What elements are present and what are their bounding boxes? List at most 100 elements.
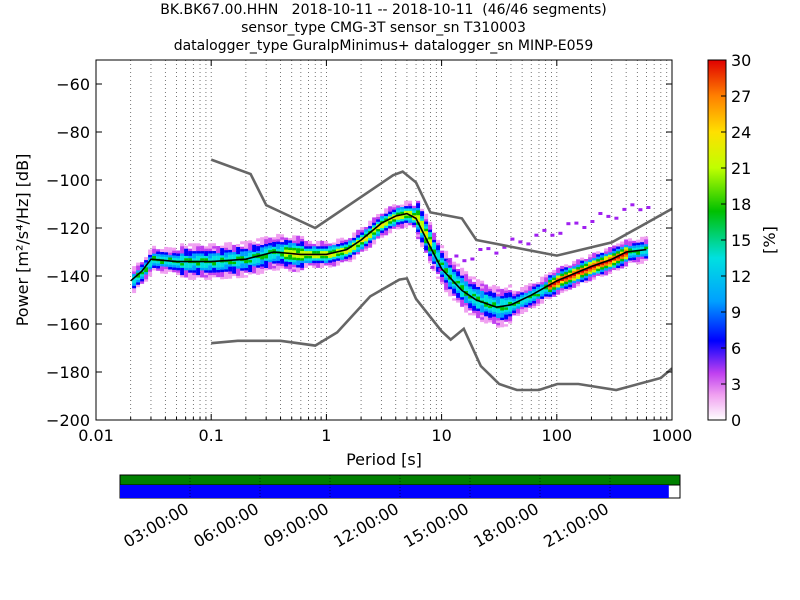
heatmap-cell [208,257,213,261]
timeline-tick-label: 09:00:00 [260,499,332,551]
heatmap-cell [376,230,381,234]
heatmap-cell [492,289,497,293]
heatmap-cell [356,232,361,236]
heatmap-cell [304,260,309,264]
heatmap-cell [532,298,537,301]
heatmap-cell [440,252,445,256]
heatmap-cell [488,285,493,289]
heatmap-cell [524,285,529,289]
y-tick-label: −140 [46,267,90,286]
heatmap-cell [632,257,637,260]
heatmap-cell [516,308,521,312]
heatmap-cell [484,286,489,290]
heatmap-cell [208,274,213,278]
heatmap-cell [332,253,337,257]
heatmap-cell [604,272,609,276]
heatmap-cell [252,268,257,272]
heatmap-cell [160,253,165,257]
heatmap-cell [212,274,217,278]
heatmap-cell [244,274,249,278]
timeline-tick-label: 06:00:00 [190,499,262,551]
heatmap-cell [460,272,465,276]
heatmap-cell [380,217,385,221]
heatmap-cell [448,274,453,278]
heatmap-cell [616,265,621,269]
heatmap-cell [164,246,169,250]
heatmap-cell [592,271,597,275]
heatmap-cell [456,275,461,279]
heatmap-cell [396,209,401,213]
heatmap-cell [424,221,429,224]
heatmap-cell [392,204,397,208]
heatmap-cell [520,296,525,300]
heatmap-cell [476,308,481,311]
heatmap-cell [436,239,441,243]
heatmap-cell [316,257,321,261]
heatmap-cell [308,250,313,254]
heatmap-cell [292,261,297,265]
heatmap-cell [384,215,389,219]
heatmap-cell [236,272,241,276]
heatmap-cell [244,272,249,276]
heatmap-cell [484,313,489,317]
heatmap-cell [368,235,373,239]
heatmap-cell [420,234,425,238]
heatmap-cell [308,264,313,268]
heatmap-cell [552,286,557,290]
heatmap-cell [264,238,269,242]
heatmap-cell [208,276,213,280]
heatmap-cell [636,251,641,255]
heatmap-cell [596,258,601,262]
heatmap-cell [292,264,297,268]
heatmap-cell [288,259,293,262]
heatmap-cell [384,217,389,221]
heatmap-cell [144,259,149,263]
heatmap-cell [500,307,505,311]
heatmap-cell [200,276,205,280]
heatmap-cell [396,226,401,230]
heatmap-cell [448,286,453,290]
heatmap-cell [180,257,185,261]
heatmap-cell [368,220,373,224]
heatmap-cell [256,271,261,275]
heatmap-cell [228,266,233,270]
heatmap-cell [624,244,629,248]
heatmap-cell [620,243,625,247]
heatmap-cell [500,297,505,301]
heatmap-cell [632,237,637,241]
heatmap-cell [564,281,569,285]
heatmap-cell [502,245,507,249]
heatmap-cell [284,239,289,243]
heatmap-cell [572,282,577,286]
heatmap-cell [564,269,569,273]
heatmap-cell [380,213,385,217]
heatmap-cell [452,271,457,275]
heatmap-cell [564,288,569,292]
heatmap-cell [344,255,349,259]
heatmap-cell [276,248,281,252]
heatmap-cell [244,260,249,264]
heatmap-cell [208,272,213,276]
heatmap-cell [584,260,589,264]
heatmap-cell [520,287,525,290]
heatmap-cell [500,317,505,321]
heatmap-cell [636,242,641,246]
heatmap-cell [208,269,213,273]
heatmap-cell [228,261,233,265]
heatmap-cell [132,266,137,270]
heatmap-cell [192,272,197,276]
heatmap-cell [224,242,229,246]
heatmap-cell [368,237,373,241]
heatmap-cell [504,323,509,327]
heatmap-cell [144,273,149,277]
heatmap-cell [504,306,509,310]
heatmap-cell [480,302,485,306]
heatmap-cell [216,257,221,261]
heatmap-cell [332,241,337,245]
heatmap-cell [560,280,565,284]
heatmap-cell [168,249,173,253]
heatmap-cell [372,236,377,240]
heatmap-cell [536,293,541,297]
heatmap-cell [480,292,485,296]
heatmap-cell [352,237,357,241]
